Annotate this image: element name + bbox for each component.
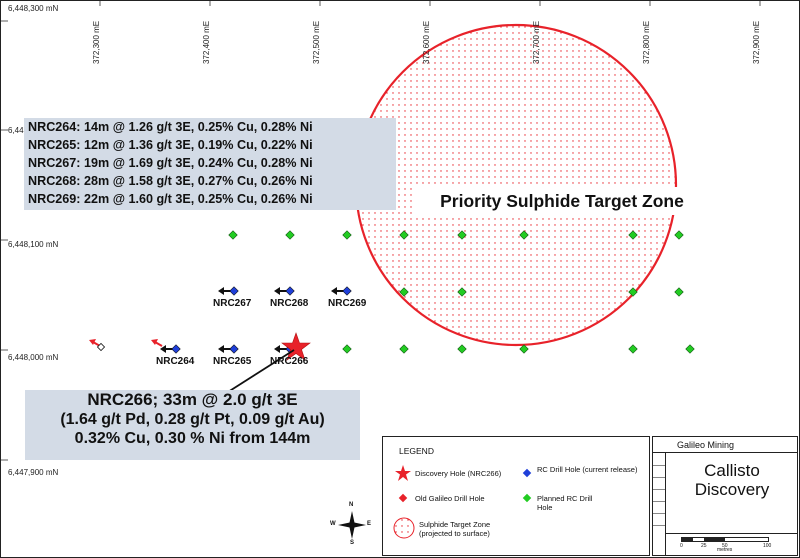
planned-hole [457,230,467,240]
compass-w: W [330,521,336,527]
planned-hole [519,344,529,354]
rc-hole-nrc264 [160,344,181,354]
planned-hole [685,344,695,354]
callout-line-1: NRC266; 33m @ 2.0 g/t 3E [87,390,298,409]
planned-hole [457,344,467,354]
title-block: Galileo Mining Callisto Discovery 0 25 5… [652,436,798,556]
assay-result-line: NRC267: 19m @ 1.69 g/t 3E, 0.24% Cu, 0.2… [28,156,313,170]
rc-hole-nrc269 [331,286,352,296]
hole-label-nrc264: NRC264 [156,356,195,367]
easting-label: 372,500 mE [312,20,321,64]
scale-bar [681,537,769,542]
old-galileo-holes [89,339,163,352]
easting-label: 372,700 mE [532,20,541,64]
legend-title: LEGEND [399,446,434,456]
planned-hole [519,230,529,240]
northing-label: 6,447,900 mN [8,468,59,477]
northing-label: 6,448,100 mN [8,240,59,249]
easting-label: 372,800 mE [642,20,651,64]
callout-line-3: 0.32% Cu, 0.30 % Ni from 144m [74,430,311,447]
assay-result-line: NRC268: 28m @ 1.58 g/t 3E, 0.27% Cu, 0.2… [28,174,313,188]
discovery-star [281,332,311,361]
hole-label-nrc266: NRC266 [270,356,309,367]
north-arrow-icon: N S E W [330,502,372,546]
rc-hole-nrc265 [218,344,239,354]
planned-hole [399,230,409,240]
rc-hole-icon [522,468,532,478]
planned-hole [628,344,638,354]
hole-label-nrc265: NRC265 [213,356,252,367]
rc-hole-nrc267 [218,286,239,296]
hole-label-nrc268: NRC268 [270,298,309,309]
northing-label: 6,448,300 mN [8,4,59,13]
planned-hole [342,344,352,354]
legend-discovery: Discovery Hole (NRC266) [415,469,502,478]
grid-ticks [0,0,761,461]
planned-hole-icon [522,493,532,503]
target-zone-label: Priority Sulphide Target Zone [412,187,712,215]
discovery-callout: NRC266; 33m @ 2.0 g/t 3E (1.64 g/t Pd, 0… [25,390,360,460]
planned-hole [628,230,638,240]
compass-s: S [350,540,355,546]
planned-hole [399,287,409,297]
easting-label: 372,600 mE [422,20,431,64]
planned-hole [457,287,467,297]
scale-area [665,533,797,556]
planned-hole [399,344,409,354]
rc-hole-nrc268 [274,286,295,296]
assay-result-line: NRC264: 14m @ 1.26 g/t 3E, 0.25% Cu, 0.2… [28,120,313,134]
assay-results-box: NRC264: 14m @ 1.26 g/t 3E, 0.25% Cu, 0.2… [24,118,396,210]
compass-e: E [367,521,372,527]
easting-label: 372,900 mE [752,20,761,64]
project-name: Callisto Discovery [694,461,770,499]
scale-tick: 0 [680,543,683,549]
scale-unit: metres [717,547,733,553]
title-block-fields [653,453,666,555]
easting-label: 372,300 mE [92,20,101,64]
old-hole-icon [398,493,408,503]
planned-hole [285,230,295,240]
hole-label-nrc269: NRC269 [328,298,367,309]
planned-hole [342,230,352,240]
scale-tick: 25 [701,543,707,549]
planned-hole [674,230,684,240]
legend: LEGEND Discovery Hole (NRC266) RC Drill … [382,436,650,556]
assay-result-line: NRC265: 12m @ 1.36 g/t 3E, 0.19% Cu, 0.2… [28,138,313,152]
legend-planned: Planned RC Drill Hole [537,494,593,512]
target-zone-icon [393,517,415,539]
legend-rc-current: RC Drill Hole (current release) [537,465,638,474]
company-name: Galileo Mining [653,437,797,453]
callout-leader [227,349,295,393]
discovery-star-icon [395,465,411,481]
callout-line-2: (1.64 g/t Pd, 0.28 g/t Pt, 0.09 g/t Au) [60,410,325,428]
northing-label: 6,44 [8,126,24,135]
planned-hole [674,287,684,297]
planned-hole [628,287,638,297]
easting-label: 372,400 mE [202,20,211,64]
rc-drill-holes [160,286,352,354]
assay-result-line: NRC269: 22m @ 1.60 g/t 3E, 0.25% Cu, 0.2… [28,192,313,206]
northing-label: 6,448,000 mN [8,353,59,362]
planned-hole [228,230,238,240]
scale-tick: 100 [763,543,772,549]
compass-n: N [349,502,354,508]
legend-target-zone: Sulphide Target Zone (projected to surfa… [419,520,491,538]
legend-old-galileo: Old Galileo Drill Hole [415,494,485,503]
scale-tick: 50 [722,543,728,549]
hole-label-nrc267: NRC267 [213,298,252,309]
